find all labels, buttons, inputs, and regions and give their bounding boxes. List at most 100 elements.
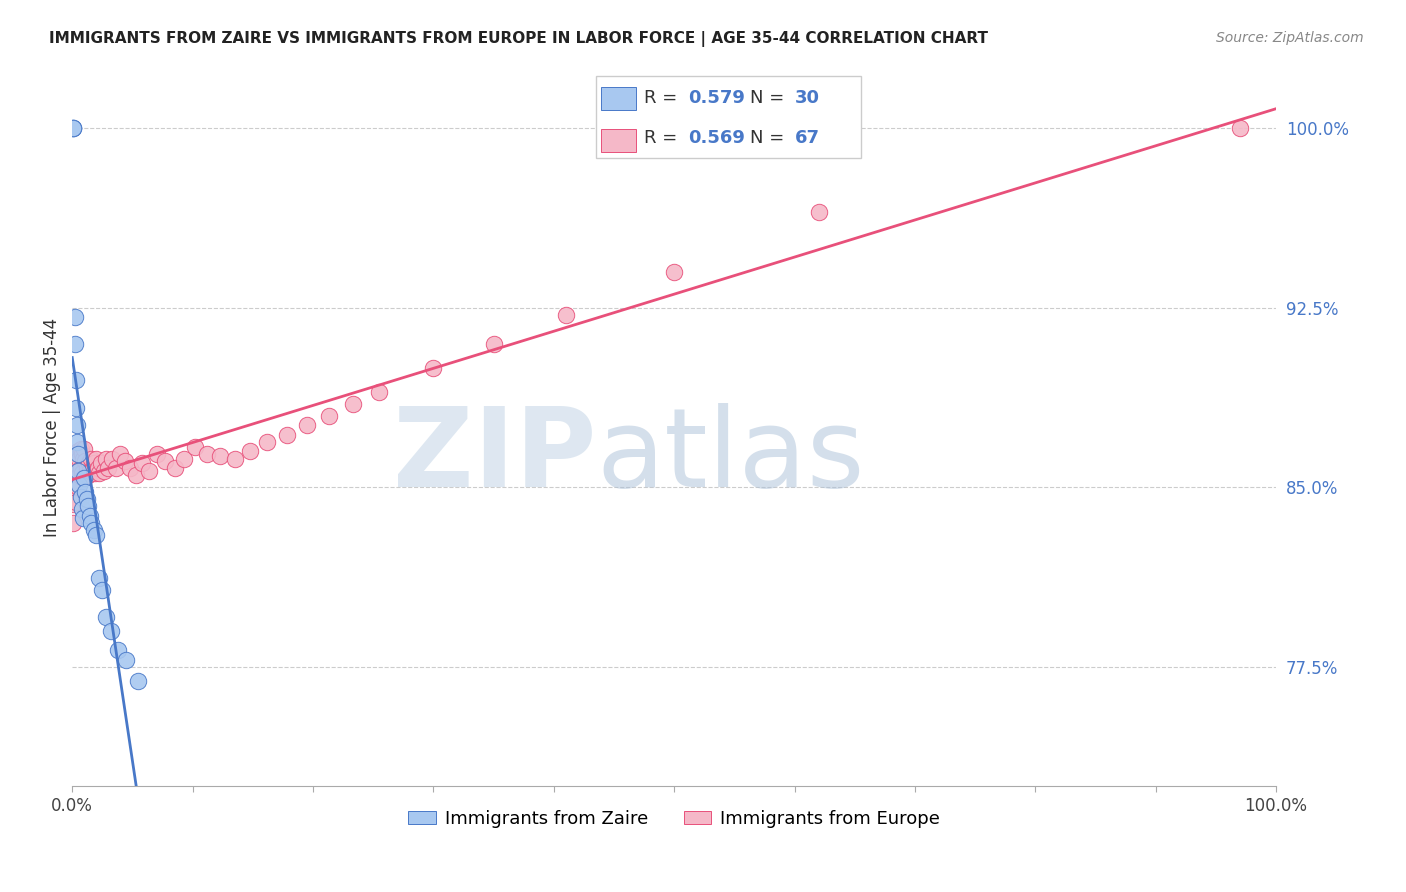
Point <box>79 509 101 524</box>
Point <box>153 454 176 468</box>
Point <box>195 447 218 461</box>
Point <box>69 442 91 456</box>
Point <box>554 308 576 322</box>
Point <box>97 461 120 475</box>
Point <box>83 524 105 538</box>
Point <box>67 444 90 458</box>
Point <box>209 449 232 463</box>
Y-axis label: In Labor Force | Age 35-44: In Labor Force | Age 35-44 <box>44 318 60 537</box>
Point <box>67 480 90 494</box>
Point <box>63 336 86 351</box>
Point <box>80 451 103 466</box>
Point <box>807 205 830 219</box>
Point <box>76 492 98 507</box>
Point <box>127 674 149 689</box>
Point <box>662 265 685 279</box>
Point <box>104 461 127 475</box>
Point <box>63 310 86 325</box>
Point <box>82 461 104 475</box>
Text: ZIP: ZIP <box>392 402 596 509</box>
Point <box>72 511 94 525</box>
Point <box>115 653 138 667</box>
Point <box>73 442 96 456</box>
Point <box>63 468 86 483</box>
Point <box>65 494 87 508</box>
Point <box>91 583 114 598</box>
Point <box>69 478 91 492</box>
Point <box>62 121 84 136</box>
Point <box>72 471 94 485</box>
Legend: Immigrants from Zaire, Immigrants from Europe: Immigrants from Zaire, Immigrants from E… <box>401 803 948 835</box>
Point <box>125 468 148 483</box>
Point <box>67 447 90 461</box>
Point <box>69 461 91 475</box>
Point <box>72 451 94 466</box>
Point <box>62 497 84 511</box>
Point <box>276 427 298 442</box>
Point <box>482 336 505 351</box>
Point <box>65 373 87 387</box>
Point <box>62 483 84 497</box>
Point <box>342 396 364 410</box>
Point <box>65 461 87 475</box>
Point <box>79 464 101 478</box>
Point <box>256 434 278 449</box>
Point <box>90 457 112 471</box>
Text: atlas: atlas <box>596 402 865 509</box>
Point <box>368 384 391 399</box>
Point <box>107 643 129 657</box>
Point <box>239 444 262 458</box>
Point <box>145 447 167 461</box>
Point <box>67 464 90 478</box>
Point <box>110 447 132 461</box>
Point <box>224 451 246 466</box>
Point <box>138 464 160 478</box>
Point <box>318 409 340 423</box>
Point <box>87 466 110 480</box>
Point <box>94 451 117 466</box>
Point <box>101 451 124 466</box>
Point <box>131 457 153 471</box>
Point <box>62 121 84 136</box>
Point <box>84 451 107 466</box>
Point <box>1229 121 1251 136</box>
Point <box>70 447 93 461</box>
Text: IMMIGRANTS FROM ZAIRE VS IMMIGRANTS FROM EUROPE IN LABOR FORCE | AGE 35-44 CORRE: IMMIGRANTS FROM ZAIRE VS IMMIGRANTS FROM… <box>49 31 988 47</box>
Point <box>77 457 100 471</box>
Point <box>295 418 318 433</box>
Point <box>69 490 91 504</box>
Point <box>94 609 117 624</box>
Point <box>70 501 93 516</box>
Point <box>67 464 90 478</box>
Point <box>86 461 108 475</box>
Point <box>118 461 141 475</box>
Text: Source: ZipAtlas.com: Source: ZipAtlas.com <box>1216 31 1364 45</box>
Point <box>66 457 89 471</box>
Point <box>69 451 91 466</box>
Point <box>63 451 86 466</box>
Point <box>66 418 89 433</box>
Point <box>80 516 103 531</box>
Point <box>100 624 122 638</box>
Point <box>184 440 207 454</box>
Point <box>73 471 96 485</box>
Point <box>93 464 115 478</box>
Point <box>114 454 136 468</box>
Point <box>62 516 84 531</box>
Point <box>76 461 98 475</box>
Point <box>83 457 105 471</box>
Point <box>163 461 186 475</box>
Point <box>173 451 195 466</box>
Point <box>62 121 84 136</box>
Point <box>65 401 87 416</box>
Point <box>77 468 100 483</box>
Point <box>65 478 87 492</box>
Point <box>87 571 110 585</box>
Point <box>70 466 93 480</box>
Point <box>84 528 107 542</box>
Point <box>66 434 89 449</box>
Point <box>75 454 97 468</box>
Point <box>75 485 97 500</box>
Point <box>69 468 91 483</box>
Point <box>66 473 89 487</box>
